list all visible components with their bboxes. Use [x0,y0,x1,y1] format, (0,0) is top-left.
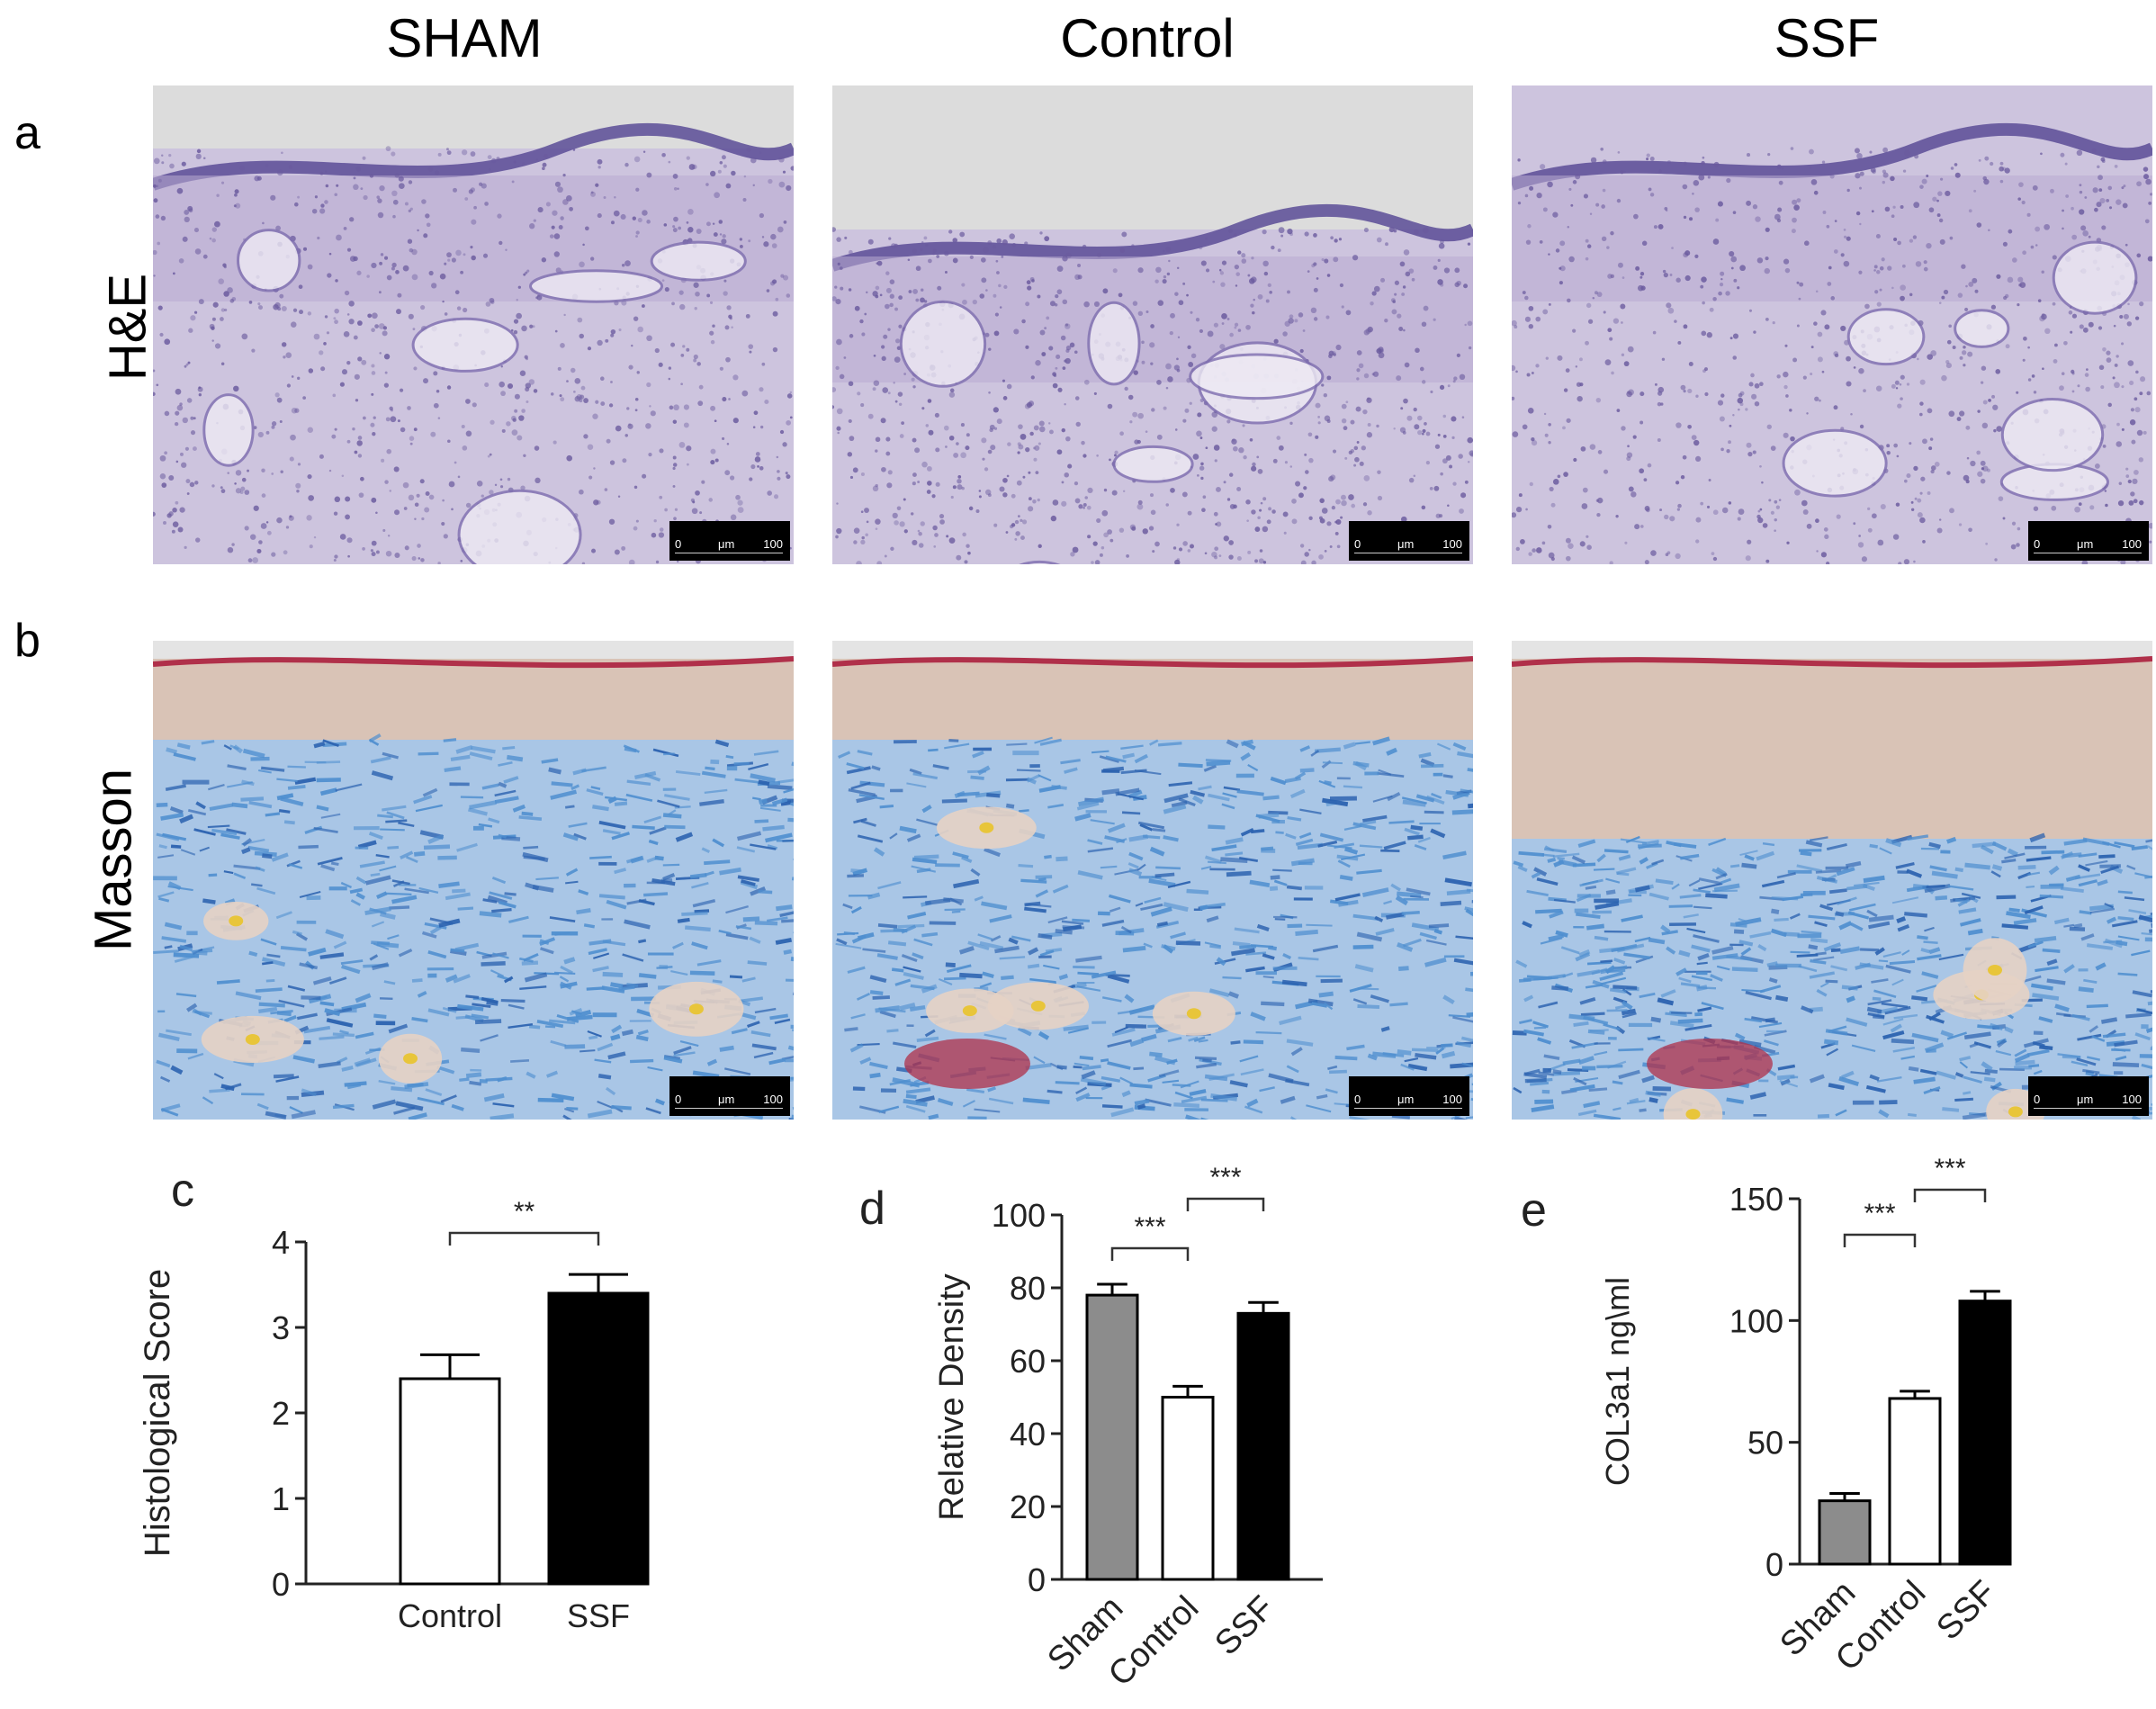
bar-sham [1818,1499,1872,1566]
column-title-control: Control [1060,8,1235,68]
scale-bar: 0 μm 100 [1349,1076,1469,1116]
significance-label: *** [1134,1212,1165,1242]
y-axis-label: Histological Score [138,1269,177,1557]
column-title-sham: SHAM [386,8,543,68]
y-tick-label: 3 [272,1309,290,1346]
significance-bracket [1110,1246,1190,1261]
column-title-ssf: SSF [1774,8,1880,68]
bar-control [399,1377,501,1586]
significance-bracket [448,1231,600,1246]
scale-bar: 0 μm 100 [1349,521,1469,561]
bar-control [1888,1397,1942,1566]
y-tick-label: 100 [1729,1302,1783,1339]
micrograph-image [153,85,794,564]
micrograph-masson-control: 0 μm 100 [832,641,1473,1120]
significance-label: *** [1934,1154,1965,1183]
y-tick-label: 60 [1010,1343,1046,1380]
row-label-he: H&E [98,273,157,382]
significance-label: ** [514,1197,535,1227]
bar-ssf [1236,1311,1290,1581]
x-tick-label: SSF [1929,1574,2003,1648]
chart-panel-c: c 0 1 2 3 4 Histological Score Control SSF ** [135,1152,675,1656]
micrograph-image [153,641,794,1120]
y-tick-label: 50 [1747,1425,1783,1462]
x-tick-label: SSF [567,1597,630,1634]
y-tick-label: 0 [272,1566,290,1603]
panel-letter-e: e [1521,1184,1547,1237]
scale-bar: 0 μm 100 [2028,1076,2149,1116]
y-tick-label: 4 [272,1224,290,1261]
y-tick-label: 40 [1010,1416,1046,1453]
scale-bar: 0 μm 100 [669,1076,790,1116]
chart-panel-e: e 0 50 100 150 COL3a1 ng\ml Sham Control SSF *** *… [1512,1134,2088,1692]
y-tick-label: 20 [1010,1489,1046,1525]
y-tick-label: 0 [1765,1546,1783,1583]
micrograph-image [1512,641,2152,1120]
micrograph-masson-ssf: 0 μm 100 [1512,641,2152,1120]
significance-bracket [1913,1188,1987,1202]
y-tick-label: 2 [272,1395,290,1432]
significance-bracket [1186,1197,1265,1211]
micrograph-image [832,641,1473,1120]
panel-letter-d: d [859,1183,885,1235]
bar-sham [1085,1293,1139,1581]
scale-bar: 0 μm 100 [669,521,790,561]
x-tick-label: SSF [1208,1589,1281,1663]
micrograph-he-ssf: 0 μm 100 [1512,85,2152,564]
micrograph-image [1512,85,2152,564]
scale-bar: 0 μm 100 [2028,521,2149,561]
y-axis-label: Relative Density [933,1273,971,1521]
y-tick-label: 150 [1729,1181,1783,1218]
significance-label: *** [1864,1199,1895,1228]
bar-control [1161,1396,1215,1581]
y-tick-label: 80 [1010,1270,1046,1307]
y-tick-label: 1 [272,1480,290,1517]
bar-ssf [1958,1300,2012,1566]
chart-panel-d: d 0 20 40 60 80 100 Relative Density Sham Control… [855,1152,1395,1694]
y-tick-label: 0 [1028,1561,1046,1598]
y-axis-label: COL3a1 ng\ml [1599,1277,1636,1486]
micrograph-he-sham: 0 μm 100 [153,85,794,564]
micrograph-he-control: 0 μm 100 [832,85,1473,564]
panel-letter-a: a [14,107,40,159]
bar-ssf [547,1291,650,1586]
panel-letter-c: c [171,1165,194,1217]
x-tick-label: Control [398,1597,502,1634]
significance-label: *** [1209,1163,1241,1192]
panel-letter-b: b [14,615,40,667]
chart-svg-c: c 0 1 2 3 4 Histological Score Control SSF ** [138,1165,650,1634]
y-tick-label: 100 [992,1197,1046,1234]
row-label-masson: Masson [84,768,143,952]
micrograph-masson-sham: 0 μm 100 [153,641,794,1120]
micrograph-image [832,85,1473,564]
significance-bracket [1843,1233,1917,1247]
